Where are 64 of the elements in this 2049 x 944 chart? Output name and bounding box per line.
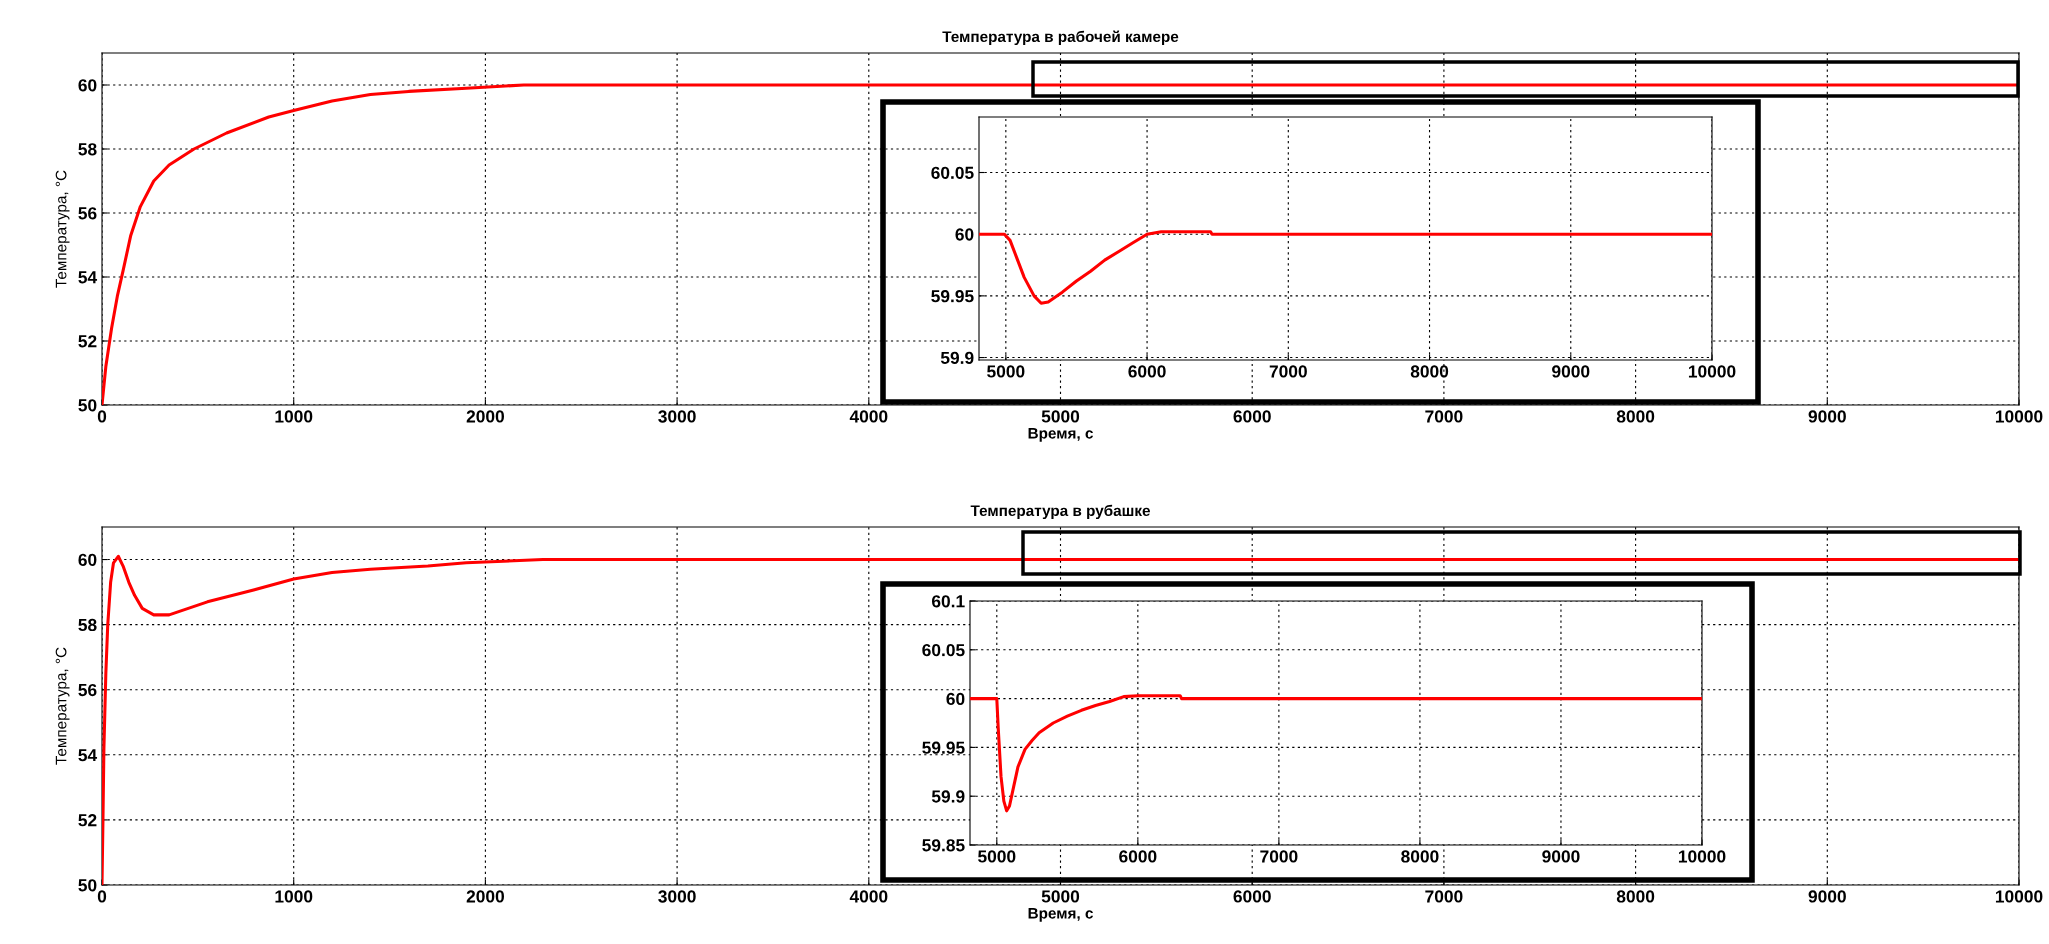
x-tick-label: 0 [97, 410, 107, 423]
x-tick-label: 10000 [1678, 850, 1726, 863]
y-tick-label: 60.05 [931, 166, 974, 179]
x-tick-label: 7000 [1269, 365, 1307, 378]
x-tick-label: 7000 [1425, 890, 1463, 903]
x-tick-label: 6000 [1233, 410, 1271, 423]
x-tick-label: 8000 [1616, 890, 1655, 903]
x-tick-label: 3000 [658, 890, 696, 903]
y-tick-label: 60 [946, 692, 965, 706]
x-tick-label: 3000 [658, 410, 696, 423]
x-tick-label: 10000 [1995, 410, 2043, 423]
y-axis-title: Температура, °С [55, 647, 70, 765]
line-series [979, 230, 1712, 305]
y-tick-label: 52 [78, 335, 97, 348]
x-tick-label: 4000 [849, 410, 888, 423]
y-axis-title: Температура, °С [55, 170, 70, 288]
x-axis-title: Время, с [1028, 427, 1093, 442]
x-tick-label: 5000 [978, 850, 1016, 863]
y-tick-label: 60.05 [922, 643, 965, 657]
x-tick-label: 0 [97, 890, 107, 903]
y-tick-label: 50 [78, 399, 97, 412]
y-tick-label: 60 [78, 79, 97, 92]
x-tick-label: 1000 [275, 890, 313, 903]
y-tick-label: 60.1 [931, 595, 965, 608]
y-tick-label: 52 [78, 814, 97, 827]
y-tick-label: 58 [78, 618, 97, 632]
y-tick-label: 54 [78, 749, 98, 762]
x-tick-label: 9000 [1552, 365, 1590, 378]
x-tick-label: 6000 [1233, 890, 1271, 903]
x-tick-label: 8000 [1401, 850, 1439, 863]
y-tick-label: 60 [78, 553, 97, 567]
x-tick-label: 6000 [1128, 365, 1166, 378]
x-tick-label: 2000 [466, 410, 504, 423]
x-tick-label: 2000 [466, 890, 504, 903]
x-tick-label: 9000 [1808, 890, 1846, 903]
x-tick-label: 8000 [1410, 365, 1449, 378]
y-tick-label: 59.9 [940, 351, 974, 364]
chart-title: Температура в рубашке [970, 504, 1150, 520]
chart-title: Температура в рабочей камере [942, 30, 1179, 46]
line-series [970, 694, 1702, 813]
y-tick-label: 59.95 [922, 741, 965, 754]
x-tick-label: 7000 [1260, 850, 1298, 863]
x-tick-label: 7000 [1425, 410, 1463, 423]
y-tick-label: 59.85 [922, 839, 965, 852]
y-tick-label: 56 [78, 683, 97, 697]
x-tick-label: 10000 [1995, 890, 2043, 903]
x-tick-label: 5000 [1041, 410, 1080, 423]
x-tick-label: 10000 [1688, 365, 1736, 378]
x-tick-label: 1000 [275, 410, 313, 423]
x-axis-title: Время, с [1028, 907, 1093, 922]
x-tick-label: 8000 [1616, 410, 1655, 423]
y-tick-label: 54 [78, 271, 98, 284]
x-tick-label: 9000 [1542, 850, 1580, 863]
y-tick-label: 50 [78, 879, 97, 892]
y-tick-label: 59.95 [931, 290, 974, 303]
x-tick-label: 5000 [987, 365, 1025, 378]
x-tick-label: 9000 [1808, 410, 1846, 423]
x-tick-label: 4000 [849, 890, 888, 903]
y-tick-label: 58 [78, 143, 97, 156]
x-tick-label: 5000 [1041, 890, 1080, 903]
x-tick-label: 6000 [1119, 850, 1157, 863]
y-tick-label: 59.9 [931, 790, 965, 803]
y-tick-label: 60 [955, 228, 974, 241]
y-tick-label: 56 [78, 207, 97, 220]
